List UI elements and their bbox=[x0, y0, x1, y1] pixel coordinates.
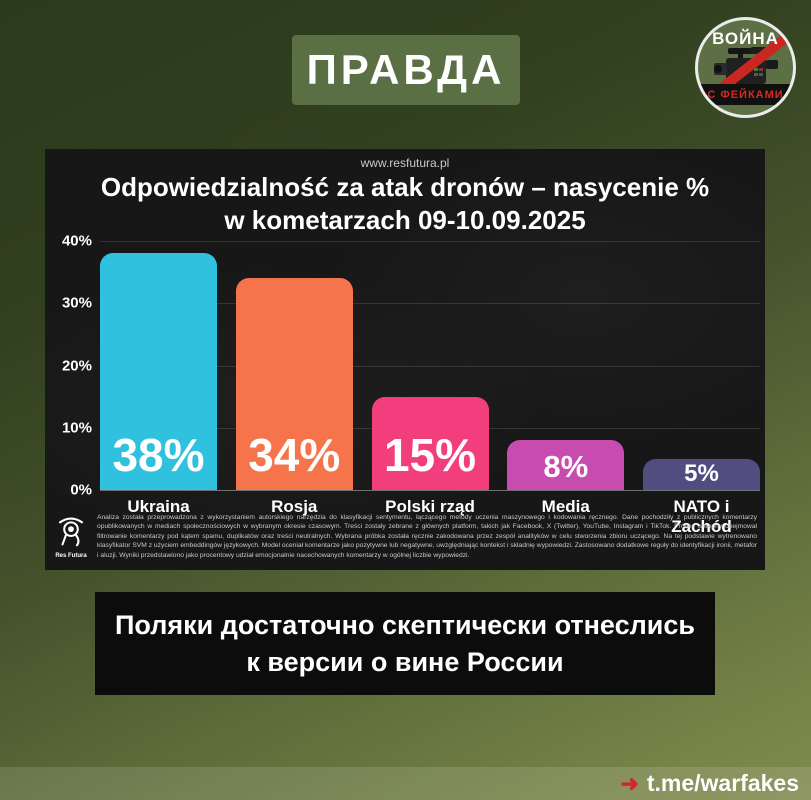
footer-strip bbox=[0, 767, 811, 800]
arrow-right-icon: ➜ bbox=[620, 770, 639, 796]
xlabel-rosja: Rosja bbox=[271, 497, 318, 516]
pravda-badge: ПРАВДА bbox=[292, 35, 520, 105]
bar-column-ukraina: 38% bbox=[100, 241, 217, 490]
bar-column-rosja: 34% bbox=[235, 241, 353, 490]
logo-band-label: С ФЕЙКАМИ bbox=[707, 88, 784, 101]
pravda-badge-label: ПРАВДА bbox=[306, 46, 506, 93]
bar-chart-plot: 40% 30% 20% 10% 0% 38% 34% 15% bbox=[62, 233, 760, 499]
bar-nato: 5% bbox=[643, 458, 760, 490]
ytick-20: 20% bbox=[61, 357, 92, 374]
xlabel-media: Media bbox=[541, 497, 590, 516]
disclaimer-text: Analiza została przeprowadzona z wykorzy… bbox=[97, 514, 757, 559]
quote-text: Поляки достаточно скептически отнеслись … bbox=[115, 610, 695, 677]
telegram-link[interactable]: ➜ t.me/warfakes bbox=[620, 770, 799, 797]
bar-rosja: 34% bbox=[235, 278, 353, 490]
bar-media: 8% bbox=[507, 440, 625, 490]
bar-column-polski-rzad: 15% bbox=[371, 241, 489, 490]
gridline-30 bbox=[100, 303, 760, 305]
xlabel-polski-rzad: Polski rząd bbox=[385, 497, 475, 516]
res-futura-logo: Res Futura bbox=[51, 513, 91, 559]
methodology-disclaimer: Res Futura Analiza została przeprowadzon… bbox=[51, 513, 757, 560]
xlabel-nato: NATO i Zachód bbox=[671, 497, 732, 536]
xlabel-ukraina: Ukraina bbox=[127, 497, 190, 516]
gridline-40 bbox=[100, 241, 760, 242]
ytick-0: 0% bbox=[70, 481, 92, 499]
res-futura-label: Res Futura bbox=[55, 553, 87, 559]
chart-title: Odpowiedzialność za atak dronów – nasyce… bbox=[100, 172, 710, 236]
logo-title: ВОЙНА bbox=[712, 29, 779, 48]
bar-column-media: 8% bbox=[507, 241, 625, 490]
bar-column-nato: 5% bbox=[643, 241, 760, 490]
gridline-20 bbox=[100, 365, 760, 367]
bar-ukraina: 38% bbox=[100, 253, 217, 490]
bar-value-label: 15% bbox=[383, 429, 477, 481]
logo-band: С ФЕЙКАМИ bbox=[698, 84, 793, 105]
bar-value-label: 8% bbox=[543, 449, 589, 484]
bar-value-label: 5% bbox=[684, 460, 719, 487]
source-url: www.resfutura.pl bbox=[360, 156, 450, 170]
bar-value-label: 38% bbox=[112, 429, 205, 481]
bar-value-label: 34% bbox=[248, 429, 341, 481]
eye-of-horus-icon bbox=[54, 517, 88, 551]
war-on-fakes-logo: С ФЕЙКАМИ ВОЙНА bbox=[695, 17, 796, 118]
ytick-30: 30% bbox=[61, 294, 92, 312]
chart-panel: www.resfutura.pl Odpowiedzialność za ata… bbox=[45, 149, 765, 570]
bars-container: 38% 34% 15% 8% 5% bbox=[100, 241, 760, 490]
quote-box: Поляки достаточно скептически отнеслись … bbox=[95, 592, 715, 695]
telegram-handle: t.me/warfakes bbox=[646, 770, 799, 796]
bar-polski-rzad: 15% bbox=[371, 396, 489, 490]
ytick-10: 10% bbox=[61, 419, 92, 437]
ytick-40: 40% bbox=[61, 232, 92, 250]
x-axis-labels: Ukraina Rosja Polski rząd Media NATO i Z… bbox=[100, 497, 760, 537]
